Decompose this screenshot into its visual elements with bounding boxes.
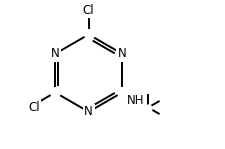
Text: N: N [84, 105, 93, 118]
Text: Cl: Cl [28, 101, 40, 114]
Text: Cl: Cl [83, 4, 94, 17]
Text: NH: NH [126, 94, 144, 107]
Text: N: N [51, 47, 59, 60]
Text: N: N [117, 47, 126, 60]
